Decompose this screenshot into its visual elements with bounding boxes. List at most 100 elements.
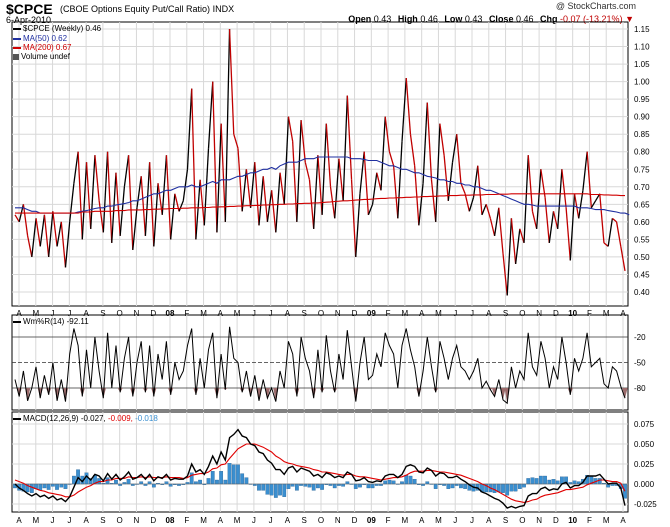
- macd-histogram-bar: [366, 483, 371, 489]
- price-segment: [435, 123, 441, 222]
- price-segment: [132, 207, 138, 250]
- price-segment: [292, 141, 298, 222]
- x-tick-label: N: [134, 309, 140, 318]
- price-segment: [468, 197, 475, 212]
- legend-macd-label: MACD(12,26,9): [23, 414, 79, 423]
- x-tick-label: J: [51, 516, 55, 525]
- x-tick-label: A: [486, 309, 492, 318]
- macd-histogram-bar: [29, 483, 34, 493]
- macd-histogram-bar: [555, 480, 560, 485]
- price-segment: [405, 78, 412, 135]
- price-segment: [506, 218, 513, 296]
- macd-histogram-bar: [391, 480, 396, 485]
- credit-link[interactable]: @ StockCharts.com: [555, 1, 636, 11]
- y-tick-label: 0.40: [634, 288, 650, 297]
- macd-histogram-bar: [433, 483, 438, 489]
- macd-histogram-bar: [513, 483, 518, 492]
- price-segment: [540, 169, 546, 198]
- price-segment: [161, 155, 168, 215]
- price-segment: [245, 169, 252, 208]
- price-segment: [376, 172, 382, 191]
- macd-histogram-bar: [450, 483, 455, 489]
- price-segment: [317, 155, 323, 215]
- macd-histogram-bar: [383, 480, 388, 485]
- macd-histogram-bar: [358, 483, 362, 488]
- legend-willr-value: -92.11: [66, 317, 89, 326]
- x-tick-label: M: [32, 309, 39, 318]
- macd-histogram-bar: [534, 478, 539, 485]
- description-text: (CBOE Options Equity Put/Call Ratio): [60, 4, 211, 14]
- price-segment: [119, 186, 126, 236]
- price-segment: [510, 218, 517, 264]
- macd-histogram-bar: [151, 483, 156, 488]
- macd-histogram-bar: [290, 483, 295, 487]
- y-tick-label: -20: [634, 333, 646, 342]
- price-segment: [493, 207, 500, 236]
- x-tick-label: O: [117, 516, 123, 525]
- macd-histogram-bar: [164, 481, 169, 485]
- y-tick-label: -50: [634, 359, 646, 368]
- x-tick-label: M: [234, 309, 241, 318]
- y-tick-label: -0.025: [634, 500, 657, 509]
- price-segment: [582, 151, 588, 191]
- x-tick-label: N: [536, 309, 542, 318]
- panel-frame-2: [11, 411, 629, 513]
- price-segment: [531, 211, 538, 230]
- x-tick-label: J: [470, 516, 474, 525]
- macd-histogram-bar: [576, 481, 581, 485]
- x-tick-label: M: [402, 309, 409, 318]
- y-tick-label: 0.60: [634, 218, 650, 227]
- x-tick-label: A: [83, 516, 89, 525]
- y-tick-label: 0.95: [634, 95, 650, 104]
- y-tick-label: 0.70: [634, 183, 650, 192]
- macd-histogram-bar: [463, 483, 468, 489]
- price-segment: [451, 134, 458, 163]
- price-segment: [426, 102, 433, 180]
- macd-histogram-bar: [42, 483, 47, 489]
- price-segment: [178, 200, 184, 212]
- x-tick-label: O: [519, 309, 525, 318]
- price-segment: [270, 190, 277, 233]
- macd-histogram-bar: [294, 483, 299, 491]
- macd-histogram-bar: [370, 483, 375, 489]
- x-tick-label: A: [419, 516, 425, 525]
- y-tick-label: 0.75: [634, 165, 650, 174]
- price-segment: [611, 217, 618, 223]
- price-segment: [153, 183, 159, 247]
- legend-macd-v3: -0.018: [135, 414, 158, 423]
- macd-histogram-bar: [210, 471, 215, 485]
- y-tick-label: 0.025: [634, 460, 655, 469]
- x-tick-label: S: [302, 309, 307, 318]
- x-tick-label: M: [435, 309, 442, 318]
- y-tick-label: 0.80: [634, 148, 650, 157]
- price-segment: [182, 169, 189, 201]
- macd-histogram-bar: [269, 483, 274, 496]
- macd-histogram-bar: [530, 477, 535, 485]
- price-segment: [106, 151, 113, 243]
- macd-histogram-bar: [194, 481, 198, 485]
- legend-ma200-text: MA(200) 0.67: [23, 43, 72, 52]
- macd-histogram-bar: [227, 463, 232, 485]
- low-value: 0.43: [464, 14, 483, 24]
- x-tick-label: J: [252, 309, 256, 318]
- price-segment: [620, 246, 626, 272]
- macd-histogram-bar: [286, 483, 291, 489]
- y-tick-label: 0.90: [634, 113, 650, 122]
- y-tick-label: 1.00: [634, 78, 650, 87]
- x-tick-label: M: [200, 516, 207, 525]
- price-segment: [81, 162, 88, 240]
- macd-histogram-bar: [236, 464, 240, 485]
- x-tick-label: A: [16, 309, 22, 318]
- x-tick-label: J: [470, 309, 474, 318]
- x-tick-label: J: [67, 309, 71, 318]
- price-segment: [140, 176, 147, 236]
- x-tick-label: A: [285, 309, 291, 318]
- price-segment: [73, 151, 79, 184]
- price-segment: [472, 165, 479, 198]
- macd-histogram-bar: [404, 475, 409, 485]
- x-tick-label: M: [234, 516, 241, 525]
- y-tick-label: 0.85: [634, 130, 650, 139]
- macd-histogram-bar: [400, 481, 404, 485]
- legend-macd-v2: -0.009,: [107, 414, 133, 423]
